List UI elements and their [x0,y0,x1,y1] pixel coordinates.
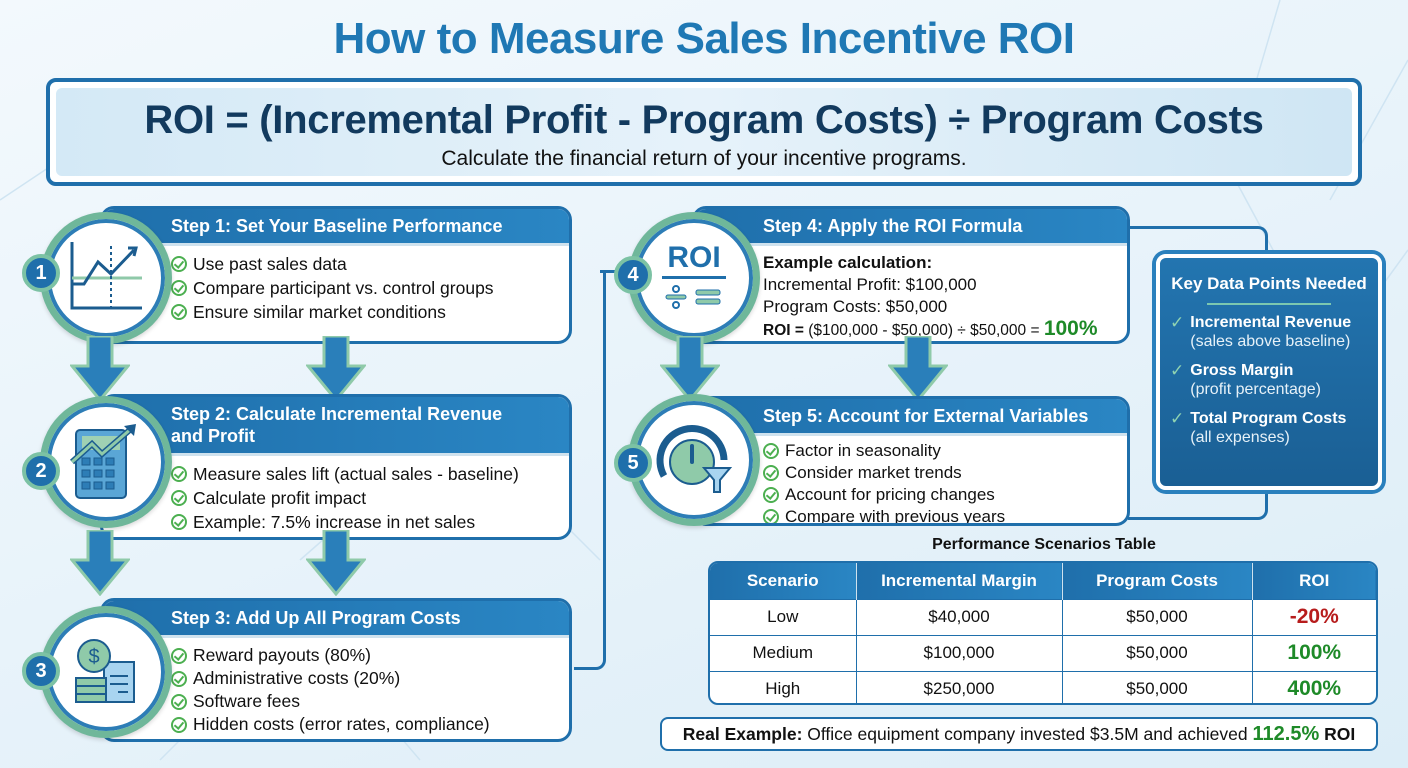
connector-step4-entry [600,270,626,273]
step-5-title: Step 5: Account for External Variables [695,399,1127,436]
column-header: Incremental Margin [856,563,1063,599]
checkmark-icon: ✓ [1170,313,1185,332]
table-row: Medium $100,000 $50,000 100% [710,634,1376,671]
scenarios-table: Scenario Incremental Margin Program Cost… [708,561,1378,705]
list-item: Use past sales data [171,252,569,276]
check-icon [171,647,187,664]
step-2-title: Step 2: Calculate Incremental Revenue an… [103,397,569,456]
roi-value-positive: 100% [1252,634,1376,671]
list-item: Measure sales lift (actual sales - basel… [171,462,569,486]
roi-value-negative: -20% [1252,598,1376,635]
down-arrow-icon [888,336,948,402]
check-icon [171,304,187,320]
coins-invoice-icon: $ [75,639,135,703]
check-icon [171,490,187,506]
step-3-number-badge: 3 [22,652,60,690]
check-icon [171,280,187,296]
step-5-card: Step 5: Account for External Variables F… [692,396,1130,526]
list-item: Hidden costs (error rates, compliance) [171,713,569,736]
roi-formula: ROI = (Incremental Profit - Program Cost… [144,98,1264,142]
roi-calculation: ROI = ($100,000 - $50,000) ÷ $50,000 = 1… [763,317,1098,340]
roi-value-positive: 400% [1252,670,1376,703]
table-row: High $250,000 $50,000 400% [710,670,1376,703]
gauge-filter-icon [656,425,733,493]
list-item: Calculate profit impact [171,486,569,510]
check-icon [763,465,779,481]
check-icon [171,693,187,710]
connector-step4-to-keydata [1128,226,1268,256]
step-4-number-badge: 4 [614,256,652,294]
connector-step3-to-step4 [574,270,606,670]
example-line: Program Costs: $50,000 [763,297,948,316]
step-5-number-badge: 5 [614,444,652,482]
connector-step5-to-keydata [1128,490,1268,520]
key-data-panel: Key Data Points Needed ✓ Incremental Rev… [1156,254,1382,490]
roi-formula-icon: ROI [662,242,726,314]
step-2-icon-circle [40,396,172,528]
step-1-title: Step 1: Set Your Baseline Performance [103,209,569,246]
step-2-card: Step 2: Calculate Incremental Revenue an… [100,394,572,540]
checkmark-icon: ✓ [1170,361,1185,380]
table-row: Low $40,000 $50,000 -20% [710,598,1376,635]
table-header-row: Scenario Incremental Margin Program Cost… [710,563,1376,599]
down-arrow-icon [306,530,366,596]
check-icon [763,509,779,523]
check-icon [171,716,187,733]
down-arrow-icon [660,336,720,402]
step-4-icon-circle: ROI [628,212,760,344]
list-item: Factor in seasonality [763,440,1127,462]
key-data-item: ✓ Total Program Costs (all expenses) [1170,409,1347,446]
down-arrow-icon [70,530,130,596]
key-data-title: Key Data Points Needed [1171,274,1367,293]
list-item: Reward payouts (80%) [171,644,569,667]
list-item: Example: 7.5% increase in net sales [171,510,569,534]
column-header: ROI [1252,563,1376,599]
list-item: Compare with previous years [763,506,1127,523]
check-icon [171,514,187,530]
column-header: Program Costs [1062,563,1253,599]
step-3-card: Step 3: Add Up All Program Costs Reward … [100,598,572,742]
checkmark-icon: ✓ [1170,409,1185,428]
real-example-roi: 112.5% [1252,723,1320,745]
check-icon [171,466,187,482]
real-example-bar: Real Example: Office equipment company i… [660,717,1378,751]
example-label: Example calculation: [763,253,933,272]
step-3-title: Step 3: Add Up All Program Costs [103,601,569,638]
check-icon [171,670,187,687]
step-1-number-badge: 1 [22,254,60,292]
down-arrow-icon [70,336,130,402]
list-item: Administrative costs (20%) [171,667,569,690]
formula-subtitle: Calculate the financial return of your i… [441,147,967,170]
column-header: Scenario [710,563,857,599]
list-item: Ensure similar market conditions [171,300,569,324]
svg-text:$: $ [88,646,99,668]
list-item: Compare participant vs. control groups [171,276,569,300]
example-line: Incremental Profit: $100,000 [763,275,977,294]
check-icon [171,256,187,272]
divider [1207,303,1331,305]
step-2-number-badge: 2 [22,452,60,490]
check-icon [763,487,779,503]
calculator-growth-icon [69,424,136,499]
list-item: Account for pricing changes [763,484,1127,506]
roi-result: 100% [1043,317,1098,340]
table-title: Performance Scenarios Table [932,536,1156,553]
key-data-item: ✓ Incremental Revenue (sales above baseli… [1170,313,1352,350]
page-title: How to Measure Sales Incentive ROI [333,14,1075,63]
step-4-title: Step 4: Apply the ROI Formula [695,209,1127,246]
step-3-icon-circle: $ [40,606,172,738]
line-chart-icon [70,242,142,310]
list-item: Software fees [171,690,569,713]
check-icon [763,443,779,459]
real-example-label: Real Example: [682,724,803,744]
key-data-item: ✓ Gross Margin (profit percentage) [1170,361,1321,398]
list-item: Consider market trends [763,462,1127,484]
formula-banner: ROI = (Incremental Profit - Program Cost… [46,78,1362,186]
down-arrow-icon [306,336,366,402]
step-1-icon-circle [40,212,172,344]
